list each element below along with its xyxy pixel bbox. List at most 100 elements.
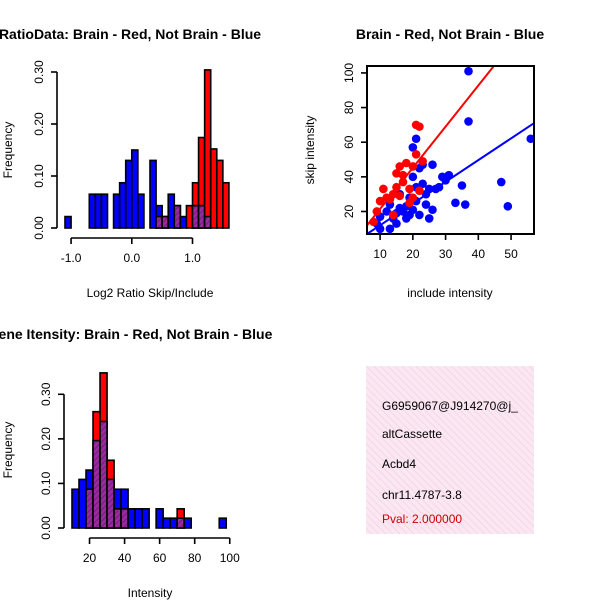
- ratio-xlabel: Log2 Ratio Skip/Include: [87, 286, 214, 300]
- scatter-point: [398, 170, 408, 180]
- hist-bar: [71, 488, 80, 529]
- scatter-point: [388, 189, 398, 199]
- y-tick-label: 0.20: [32, 112, 46, 136]
- scatter-point: [421, 200, 431, 209]
- hist-bar: [155, 508, 164, 529]
- hist-bar: [167, 193, 176, 229]
- scatter-axes: 10 20 30 40 50 20 40 60 80 100: [342, 63, 535, 261]
- hist-bar: [149, 159, 157, 229]
- scatter-point: [379, 184, 388, 194]
- hist-bar: [179, 215, 188, 229]
- scatter-point: [424, 184, 434, 194]
- intensity-xlabel: Intensity: [128, 586, 173, 600]
- scatter-point: [411, 150, 421, 159]
- scatter-point: [382, 207, 391, 216]
- hist-bar-overlap: [197, 204, 206, 229]
- scatter-point: [401, 158, 411, 168]
- hist-bar-overlap: [173, 204, 182, 229]
- scatter-point: [464, 66, 473, 76]
- intensity-histogram: Gene Itensity: Brain - Red, Not Brain - …: [0, 326, 273, 600]
- y-tick-label: 0.20: [39, 427, 53, 451]
- hist-bar-overlap: [85, 488, 94, 529]
- scatter-point: [375, 224, 385, 234]
- hist-bar: [185, 204, 194, 229]
- y-tick-label: 0.30: [32, 60, 46, 84]
- info-background: [366, 366, 534, 534]
- y-tick-label: 100: [342, 63, 356, 83]
- plot-frame: [366, 65, 535, 235]
- scatter-ylabel: skip intensity: [303, 116, 317, 185]
- y-tick-label: 0.00: [32, 216, 46, 240]
- scatter-title: Brain - Red, Not Brain - Blue: [356, 26, 544, 42]
- scatter-points: [369, 66, 536, 234]
- scatter-plot: Brain - Red, Not Brain - Blue 10 20 30 40 50…: [303, 26, 544, 300]
- hist-bar: [203, 69, 212, 229]
- hist-bar: [64, 215, 72, 229]
- scatter-point: [395, 162, 405, 171]
- x-tick-label: 0.0: [123, 251, 140, 265]
- hist-bar: [209, 148, 218, 229]
- hist-bar-overlap: [113, 508, 122, 529]
- y-tick-label: 0.30: [39, 382, 53, 406]
- scatter-point: [418, 179, 427, 189]
- intensity-axes: 20 40 60 80 100 0.00 0.10 0.20 0.30: [39, 382, 240, 565]
- scatter-point: [408, 162, 418, 171]
- hist-bar: [124, 159, 133, 229]
- hist-bar: [218, 517, 228, 529]
- x-tick-label: 100: [220, 551, 240, 565]
- y-tick-label: 60: [342, 135, 356, 149]
- info-event-id: G6959067@J914270@j_: [382, 399, 518, 413]
- scatter-point: [503, 201, 513, 211]
- hist-bar-overlap: [176, 517, 185, 529]
- scatter-point: [428, 205, 437, 215]
- scatter-point: [392, 182, 401, 192]
- scatter-point: [405, 198, 414, 208]
- scatter-point: [411, 134, 421, 144]
- hist-bar: [94, 193, 103, 229]
- scatter-point: [398, 177, 408, 187]
- hist-bar-overlap: [99, 420, 108, 529]
- scatter-point: [415, 210, 424, 220]
- x-tick-label: 50: [504, 247, 518, 261]
- hist-bar-overlap: [191, 204, 200, 229]
- hist-bar: [183, 517, 192, 529]
- hist-bar: [215, 159, 224, 229]
- x-tick-label: 30: [439, 247, 453, 261]
- x-tick-label: 10: [373, 247, 387, 261]
- scatter-point: [415, 186, 424, 196]
- scatter-point: [392, 219, 401, 228]
- x-tick-label: 40: [118, 551, 132, 565]
- hist-bar-overlap: [106, 478, 115, 529]
- hist-bar: [100, 193, 109, 229]
- x-tick-label: 1.0: [184, 251, 201, 265]
- info-event-type: altCassette: [382, 427, 442, 441]
- info-gene: Acbd4: [382, 457, 416, 471]
- scatter-point: [408, 205, 418, 215]
- scatter-point: [375, 196, 385, 206]
- ratio-histogram: RatioData: Brain - Red, Not Brain - Blue…: [0, 26, 261, 300]
- scatter-xlabel: include intensity: [407, 286, 492, 300]
- x-tick-label: -1.0: [61, 251, 82, 265]
- ratio-title: RatioData: Brain - Red, Not Brain - Blue: [0, 26, 261, 42]
- y-tick-label: 0.00: [39, 516, 53, 540]
- hist-bar-overlap: [203, 215, 212, 229]
- x-tick-label: 20: [406, 247, 420, 261]
- ratio-bars: [64, 69, 230, 229]
- scatter-point: [408, 143, 418, 152]
- hist-bar: [137, 193, 145, 229]
- hist-bar: [127, 508, 136, 529]
- hist-bar: [130, 149, 139, 229]
- ratio-axes: -1.0 0.0 1.0 0.00 0.10 0.20 0.30: [32, 60, 201, 265]
- scatter-point: [434, 182, 444, 192]
- scatter-point: [392, 169, 401, 178]
- x-tick-label: 60: [153, 551, 167, 565]
- x-tick-label: 80: [188, 551, 202, 565]
- hist-bar: [134, 508, 143, 529]
- info-location: chr11.4787-3.8: [382, 488, 462, 502]
- info-panel: G6959067@J914270@j_ altCassette Acbd4 ch…: [366, 366, 534, 534]
- scatter-point: [408, 172, 418, 182]
- hist-bar: [112, 193, 121, 229]
- intensity-bars: [71, 372, 228, 529]
- scatter-point: [369, 217, 378, 227]
